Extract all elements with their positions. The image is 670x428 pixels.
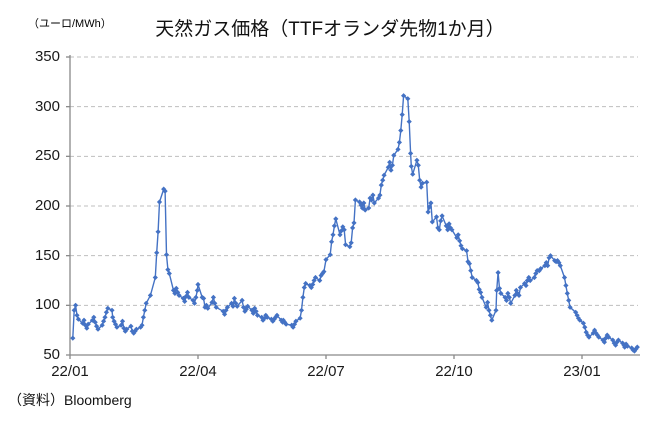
y-tick-label: 250 xyxy=(34,147,60,165)
x-tick-label: 22/07 xyxy=(307,363,345,380)
y-tick-label: 300 xyxy=(34,97,60,115)
x-tick-label: 22/10 xyxy=(435,363,473,380)
y-tick-label: 200 xyxy=(34,197,60,214)
x-tick-label: 22/04 xyxy=(179,363,217,380)
y-axis-unit-label: （ユーロ/MWh） xyxy=(28,18,112,30)
source-note: （資料）Bloomberg xyxy=(8,392,132,408)
y-tick-label: 350 xyxy=(34,48,60,65)
y-tick-label: 100 xyxy=(34,296,60,314)
y-tick-label: 150 xyxy=(34,246,60,264)
chart-title: 天然ガス価格（TTFオランダ先物1か月） xyxy=(155,19,505,40)
data-point-markers xyxy=(70,93,640,354)
x-tick-label: 23/01 xyxy=(563,363,601,380)
y-tick-label: 50 xyxy=(43,346,60,363)
x-tick-label: 22/01 xyxy=(51,363,89,380)
